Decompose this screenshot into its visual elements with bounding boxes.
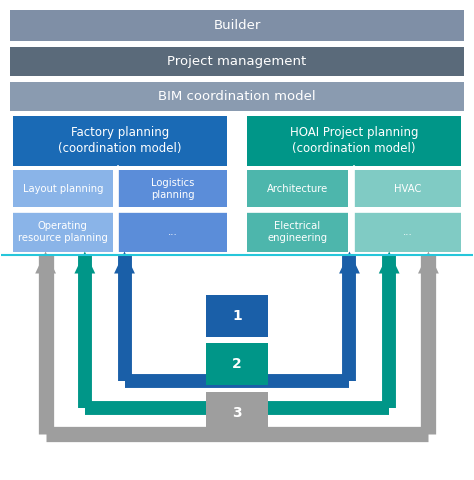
Bar — [206, 295, 268, 337]
Bar — [354, 170, 462, 207]
Bar — [118, 212, 227, 252]
Polygon shape — [379, 252, 400, 274]
Text: Builder: Builder — [213, 19, 261, 32]
Bar — [12, 212, 113, 252]
Polygon shape — [418, 252, 439, 274]
Bar — [354, 212, 462, 252]
Polygon shape — [35, 252, 56, 274]
Polygon shape — [114, 252, 135, 274]
Text: Layout planning: Layout planning — [23, 184, 103, 194]
Text: Architecture: Architecture — [267, 184, 328, 194]
Text: 3: 3 — [232, 406, 242, 420]
Text: ...: ... — [403, 227, 413, 237]
Bar — [10, 10, 464, 41]
Text: BIM coordination model: BIM coordination model — [158, 90, 316, 103]
Bar — [247, 170, 347, 207]
Text: HOAI Project planning
(coordination model): HOAI Project planning (coordination mode… — [290, 126, 419, 156]
Polygon shape — [74, 252, 95, 274]
Bar — [12, 170, 113, 207]
Bar — [10, 82, 464, 111]
Polygon shape — [339, 252, 360, 274]
Text: Electrical
engineering: Electrical engineering — [267, 221, 328, 243]
Text: 2: 2 — [232, 358, 242, 372]
Bar — [10, 47, 464, 76]
Bar — [206, 343, 268, 385]
Bar — [12, 116, 227, 166]
Text: HVAC: HVAC — [394, 184, 421, 194]
Text: Factory planning
(coordination model): Factory planning (coordination model) — [58, 126, 182, 156]
Bar — [247, 116, 462, 166]
Text: Logistics
planning: Logistics planning — [151, 178, 194, 200]
Text: ...: ... — [168, 227, 177, 237]
Bar — [247, 212, 347, 252]
Bar — [118, 170, 227, 207]
Text: 1: 1 — [232, 309, 242, 323]
Bar — [206, 392, 268, 434]
Text: Operating
resource planning: Operating resource planning — [18, 221, 108, 243]
Text: Project management: Project management — [167, 55, 307, 68]
